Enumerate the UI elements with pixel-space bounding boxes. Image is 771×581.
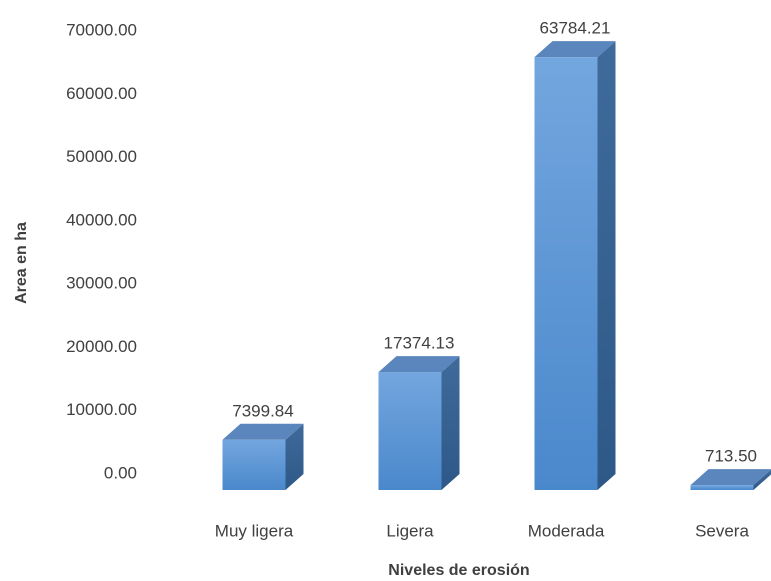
bar-top xyxy=(222,423,304,440)
bar-side xyxy=(441,356,460,490)
y-tick-label: 50000.00 xyxy=(66,147,137,166)
y-tick-label: 40000.00 xyxy=(66,210,137,229)
data-label: 63784.21 xyxy=(540,19,611,38)
y-tick-label: 60000.00 xyxy=(66,84,137,103)
y-axis-title: Area en ha xyxy=(13,222,30,304)
data-label: 713.50 xyxy=(705,447,757,466)
bar-top xyxy=(378,356,460,373)
bar-side xyxy=(597,41,616,490)
x-tick-label: Ligera xyxy=(386,521,434,540)
bar-side xyxy=(285,423,304,490)
y-tick-label: 0.00 xyxy=(104,463,137,482)
x-axis-title: Niveles de erosión xyxy=(388,562,529,579)
data-label: 7399.84 xyxy=(232,401,293,420)
data-label: 17374.13 xyxy=(384,334,455,353)
bar xyxy=(222,439,286,490)
bar xyxy=(534,57,598,490)
y-tick-label: 70000.00 xyxy=(66,20,137,39)
bar-top xyxy=(534,41,616,58)
y-tick-label: 10000.00 xyxy=(66,400,137,419)
bar xyxy=(378,372,442,490)
bar-side xyxy=(753,469,771,490)
y-tick-label: 20000.00 xyxy=(66,337,137,356)
x-tick-label: Severa xyxy=(695,521,749,540)
bar-top xyxy=(690,469,771,486)
x-tick-label: Muy ligera xyxy=(215,521,294,540)
y-tick-label: 30000.00 xyxy=(66,274,137,293)
x-tick-label: Moderada xyxy=(528,521,605,540)
bar xyxy=(690,485,754,490)
